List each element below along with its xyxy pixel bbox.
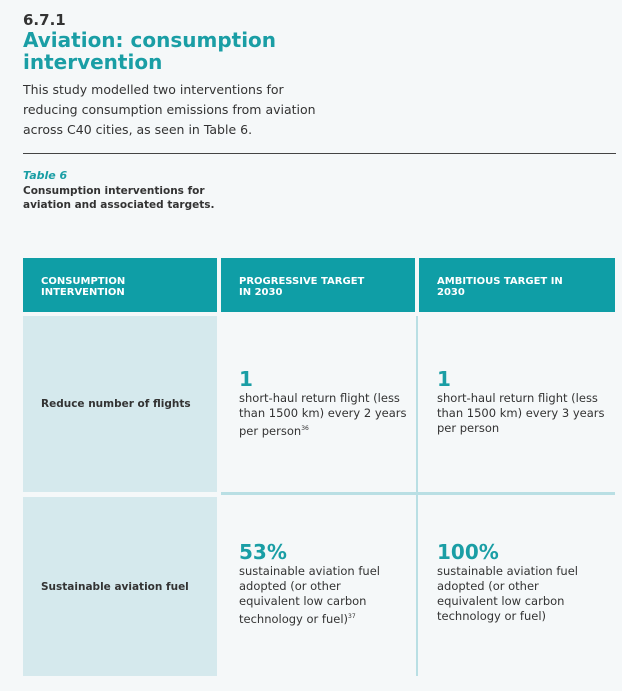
column-divider (416, 316, 418, 676)
header-ambitious: AMBITIOUS TARGET IN 2030 (419, 258, 615, 312)
footnote: 37 (348, 613, 356, 620)
row-label-fuel: Sustainable aviation fuel (23, 497, 217, 676)
cell-flights-ambitious: 1 short-haul return flight (less than 15… (419, 367, 607, 436)
target-text: sustainable aviation fuel adopted (or ot… (239, 564, 380, 626)
section-number: 6.7.1 (23, 11, 66, 29)
divider (23, 153, 616, 154)
table-label: Table 6 (23, 169, 68, 182)
footnote: 36 (301, 425, 309, 432)
target-value: 1 (239, 367, 253, 391)
cell-flights-progressive: 1 short-haul return flight (less than 15… (221, 367, 409, 439)
row-divider (221, 492, 615, 495)
target-value: 53% (239, 540, 287, 564)
row-label-flights: Reduce number of flights (23, 316, 217, 492)
cell-fuel-ambitious: 100% sustainable aviation fuel adopted (… (419, 540, 587, 624)
header-progressive: PROGRESSIVE TARGET IN 2030 (221, 258, 415, 312)
target-value: 100% (437, 540, 499, 564)
intro-paragraph: This study modelled two interventions fo… (23, 82, 316, 137)
table-caption: Consumption interventions for aviation a… (23, 185, 215, 211)
target-value: 1 (437, 367, 451, 391)
target-text: short-haul return flight (less than 1500… (239, 391, 407, 438)
target-text: short-haul return flight (less than 1500… (437, 391, 605, 435)
target-text: sustainable aviation fuel adopted (or ot… (437, 564, 578, 623)
cell-fuel-progressive: 53% sustainable aviation fuel adopted (o… (221, 540, 389, 627)
section-title: Aviation: consumption intervention (23, 28, 277, 74)
header-intervention: CONSUMPTION INTERVENTION (23, 258, 217, 312)
